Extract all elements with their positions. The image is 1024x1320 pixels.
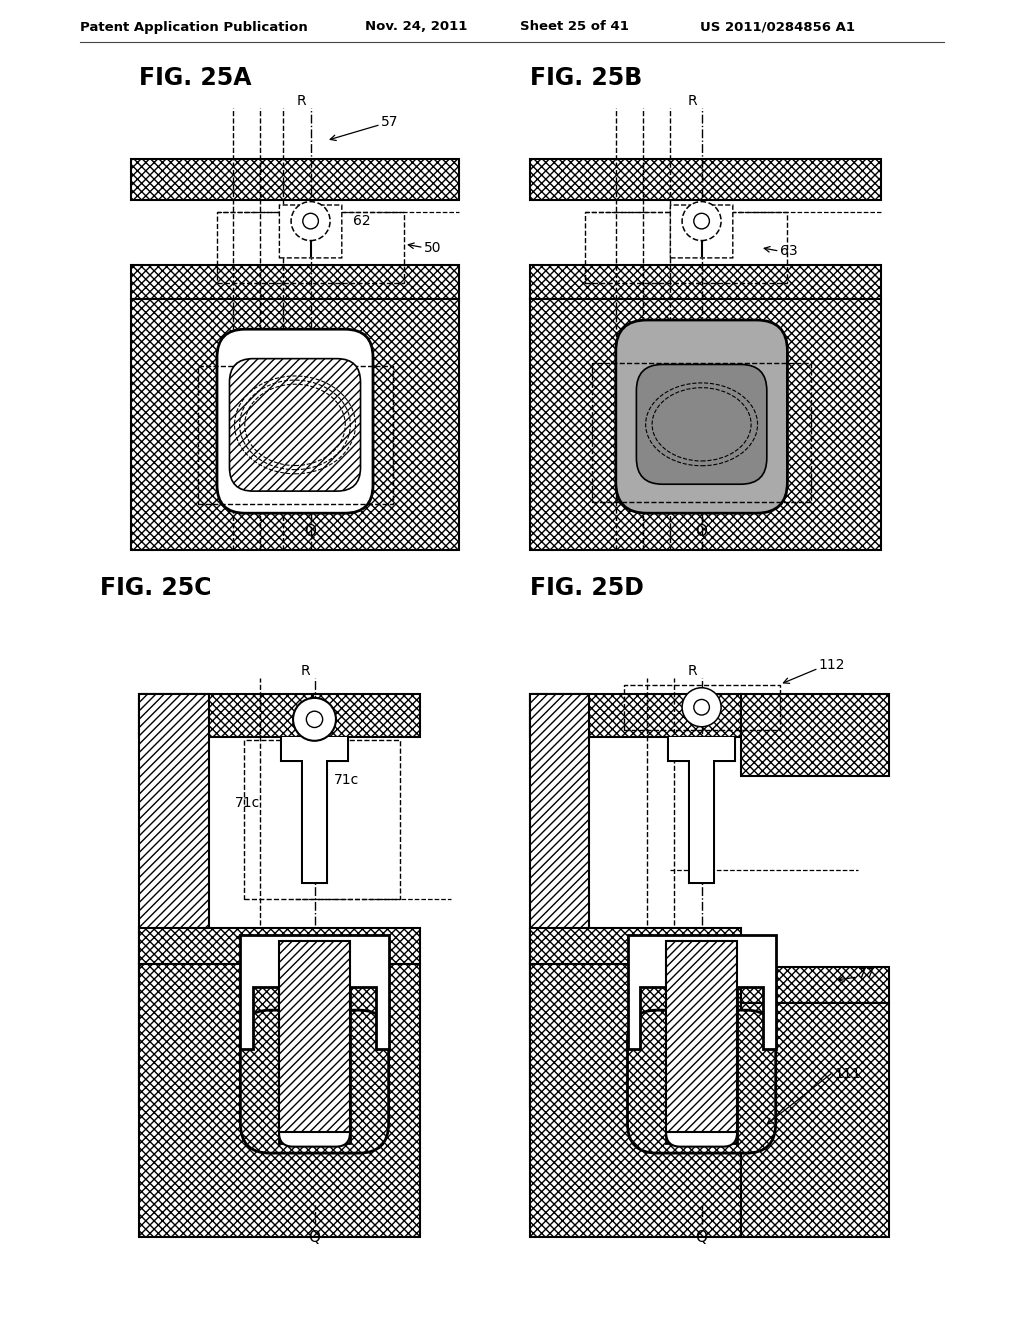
Text: Q: Q: [304, 524, 316, 539]
Polygon shape: [139, 964, 420, 1237]
Text: Q: Q: [695, 524, 708, 539]
Polygon shape: [740, 1003, 889, 1237]
Text: R: R: [688, 664, 697, 678]
Polygon shape: [530, 300, 881, 550]
Polygon shape: [241, 935, 388, 1143]
Polygon shape: [283, 737, 347, 760]
Text: Sheet 25 of 41: Sheet 25 of 41: [520, 21, 629, 33]
Text: FIG. 25A: FIG. 25A: [139, 66, 252, 90]
Polygon shape: [131, 265, 459, 300]
Text: US 2011/0284856 A1: US 2011/0284856 A1: [700, 21, 855, 33]
Text: FIG. 25C: FIG. 25C: [100, 576, 212, 601]
FancyBboxPatch shape: [615, 319, 787, 513]
Text: 111: 111: [835, 1068, 861, 1081]
Polygon shape: [689, 737, 715, 883]
FancyBboxPatch shape: [671, 205, 733, 257]
FancyBboxPatch shape: [217, 329, 373, 513]
Text: Nov. 24, 2011: Nov. 24, 2011: [365, 21, 467, 33]
Polygon shape: [530, 158, 881, 201]
Circle shape: [682, 688, 721, 727]
Polygon shape: [740, 694, 889, 776]
Circle shape: [694, 214, 710, 228]
FancyBboxPatch shape: [229, 359, 360, 491]
Polygon shape: [131, 300, 459, 550]
Polygon shape: [530, 265, 881, 300]
Text: Q: Q: [695, 1229, 708, 1245]
FancyBboxPatch shape: [280, 205, 342, 257]
Polygon shape: [530, 694, 589, 1107]
Polygon shape: [139, 928, 420, 964]
Circle shape: [303, 214, 318, 228]
Text: 71c: 71c: [234, 796, 260, 810]
Polygon shape: [669, 737, 735, 762]
Text: 77: 77: [857, 966, 876, 981]
Polygon shape: [282, 737, 348, 762]
Text: 62: 62: [353, 214, 371, 228]
Polygon shape: [302, 737, 328, 883]
Polygon shape: [530, 964, 740, 1237]
Circle shape: [291, 202, 330, 240]
FancyBboxPatch shape: [666, 1030, 737, 1147]
FancyBboxPatch shape: [636, 364, 767, 484]
Circle shape: [694, 700, 710, 715]
Text: R: R: [297, 95, 306, 108]
Polygon shape: [670, 737, 734, 760]
Text: FIG. 25D: FIG. 25D: [530, 576, 644, 601]
Polygon shape: [279, 941, 350, 1133]
FancyBboxPatch shape: [279, 1030, 350, 1147]
Polygon shape: [139, 694, 420, 737]
Text: R: R: [688, 95, 697, 108]
Polygon shape: [530, 694, 740, 737]
Polygon shape: [530, 928, 740, 964]
Polygon shape: [740, 968, 889, 1003]
Polygon shape: [690, 737, 714, 882]
Text: Q: Q: [308, 1229, 321, 1245]
Text: 57: 57: [381, 115, 398, 129]
Text: 50: 50: [424, 240, 441, 255]
Polygon shape: [303, 737, 327, 882]
Text: 112: 112: [818, 657, 845, 672]
Text: R: R: [301, 664, 310, 678]
Polygon shape: [666, 941, 737, 1133]
Text: 71c: 71c: [334, 772, 359, 787]
Polygon shape: [139, 694, 209, 1107]
FancyBboxPatch shape: [241, 1010, 388, 1154]
Text: Patent Application Publication: Patent Application Publication: [80, 21, 308, 33]
Text: FIG. 25B: FIG. 25B: [530, 66, 642, 90]
Text: 63: 63: [779, 244, 798, 259]
Circle shape: [293, 698, 336, 741]
Polygon shape: [131, 158, 459, 201]
FancyBboxPatch shape: [628, 1010, 776, 1154]
Circle shape: [306, 711, 323, 727]
Polygon shape: [628, 935, 776, 1143]
Circle shape: [682, 202, 721, 240]
